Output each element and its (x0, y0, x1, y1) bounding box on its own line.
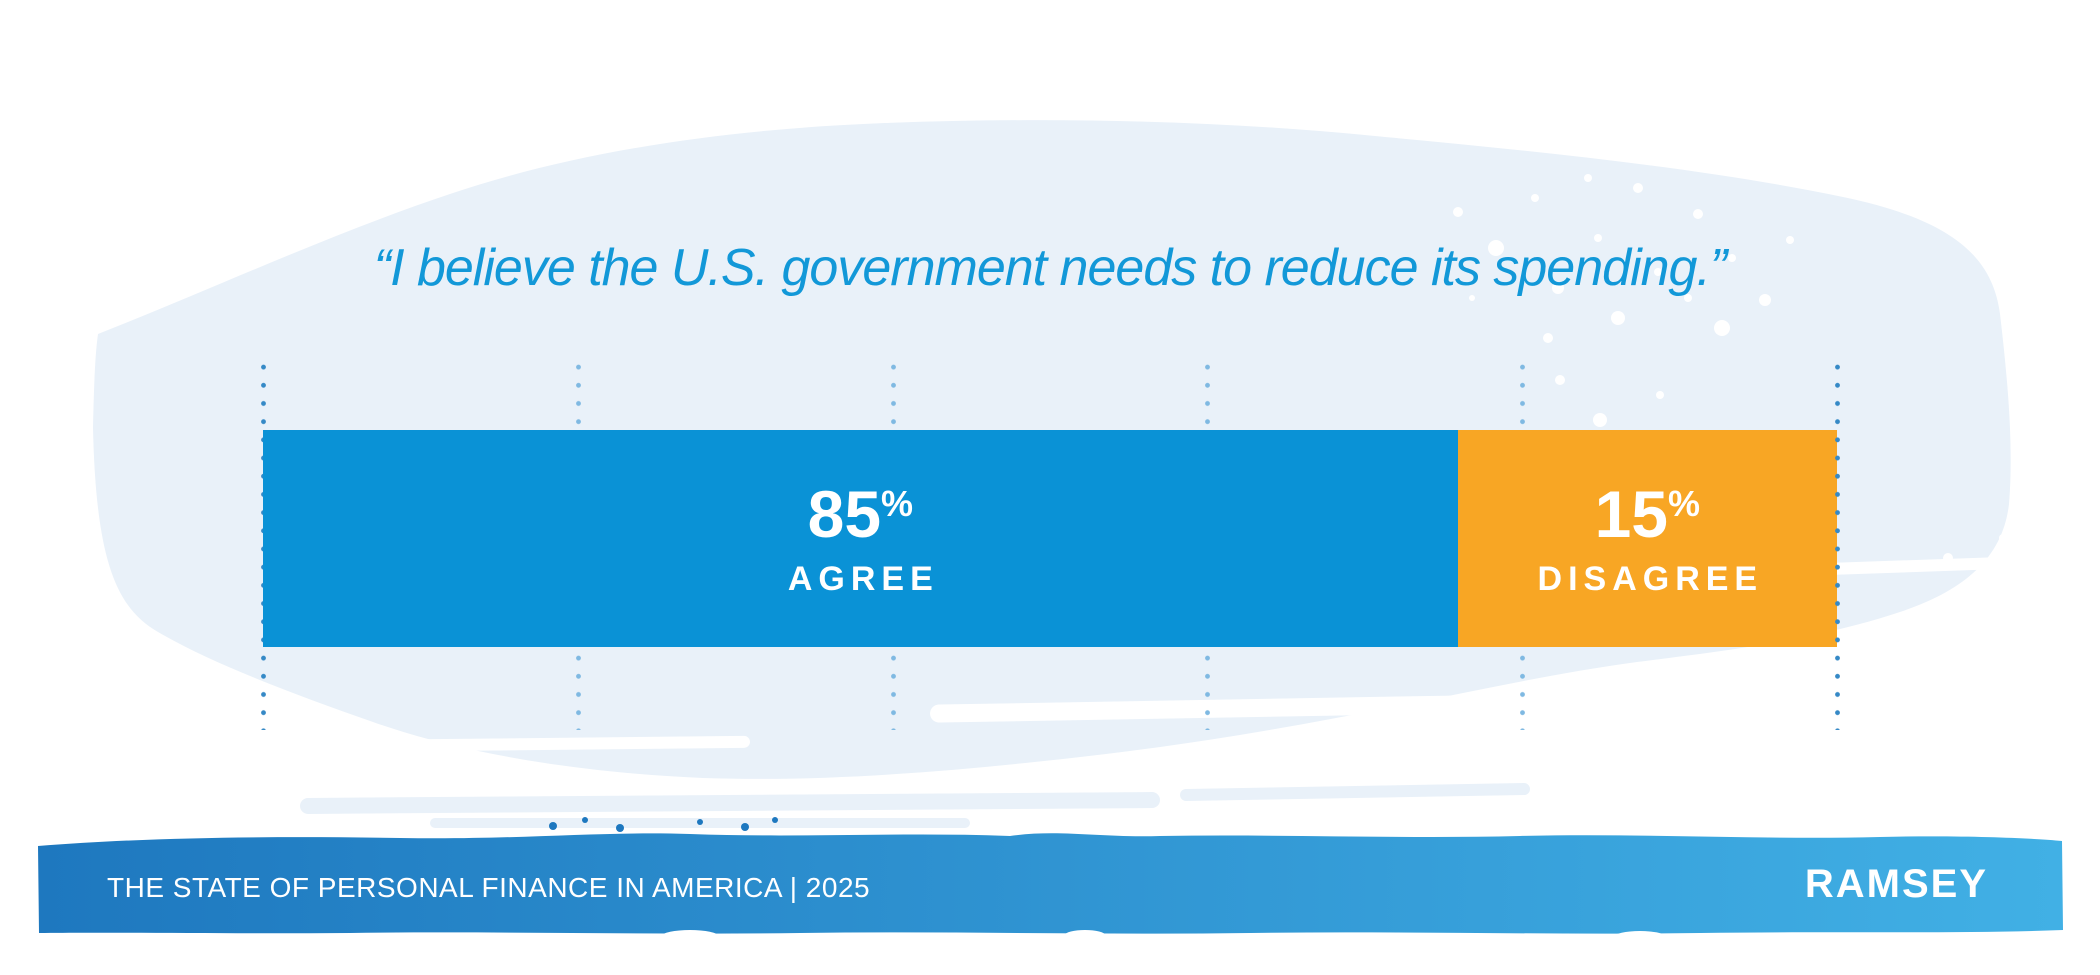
gridline-100pct (1834, 358, 1840, 730)
agree-value-number: 85 (807, 477, 882, 551)
disagree-percent-sign: % (1668, 483, 1701, 524)
wash-speckles (1347, 174, 2007, 772)
bar-segment-disagree: 15% DISAGREE (1457, 430, 1837, 647)
band-bottom-bites (662, 930, 1666, 943)
agree-percent-sign: % (881, 483, 914, 524)
agree-label: AGREE (787, 560, 939, 598)
ramsey-logo: RAMSEY (1804, 862, 1988, 906)
disagree-value-number: 15 (1594, 477, 1669, 551)
agree-value: 85% (808, 481, 913, 547)
source-label: THE STATE OF PERSONAL FINANCE IN AMERICA… (107, 872, 871, 903)
bar-segment-agree: 85% AGREE (263, 430, 1458, 647)
disagree-label: DISAGREE (1537, 560, 1764, 598)
disagree-value: 15% (1595, 481, 1700, 547)
footer-band (38, 833, 2063, 934)
wash-bottom-streaks (300, 783, 1530, 828)
quote-title: “I believe the U.S. government needs to … (373, 239, 1727, 297)
band-specks (549, 817, 778, 832)
wash-white-streaks (330, 556, 2030, 753)
stacked-bar: 85% AGREE 15% DISAGREE (263, 430, 1837, 647)
